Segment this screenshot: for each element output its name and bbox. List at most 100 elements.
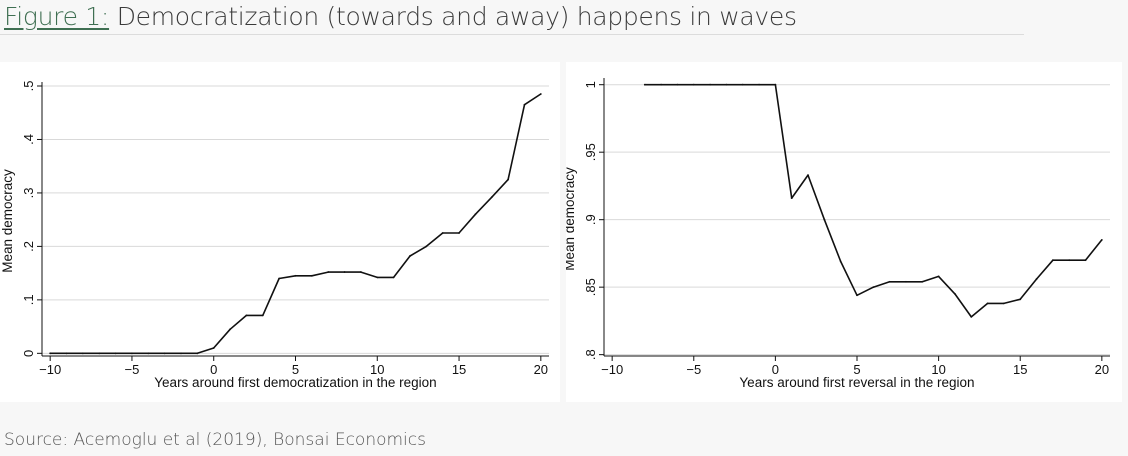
data-point: [360, 271, 362, 273]
data-point: [65, 352, 68, 355]
data-point: [523, 103, 526, 106]
data-point: [692, 83, 695, 86]
data-point: [954, 293, 956, 295]
x-tick-label: 0: [210, 362, 217, 377]
data-point: [327, 271, 330, 273]
data-point: [872, 286, 875, 289]
data-point: [196, 352, 199, 355]
democratization-chart: 0 .1 .2 .3 .4 .5 −10 −5 0 5 10 15 20 Years around fir…: [0, 81, 549, 390]
x-tick-label: 15: [1013, 362, 1027, 377]
source-note: Source: Acemoglu et al (2019), Bonsai Ec…: [4, 430, 426, 450]
data-point: [807, 174, 809, 177]
data-point: [1068, 259, 1071, 262]
y-tick-label: .3: [21, 188, 36, 199]
chart-panel-reversal: .8 .85 .9 .95 1 −10 −5 0 5 10 15 20 Years around fir…: [562, 62, 1122, 402]
y-tick-label: .85: [583, 278, 598, 296]
data-point: [1051, 259, 1054, 262]
figure-title-text: Democratization (towards and away) happe…: [116, 2, 797, 31]
data-point: [474, 213, 477, 216]
y-axis-label: Mean democracy: [566, 167, 577, 271]
data-point: [163, 352, 166, 355]
data-point: [790, 197, 793, 199]
x-tick-label: 20: [534, 362, 548, 377]
figure-title: Figure 1: Democratization (towards and a…: [4, 2, 797, 31]
y-tick-label: 1: [583, 81, 598, 88]
y-tick-label: .95: [583, 143, 598, 161]
data-point: [343, 271, 346, 273]
data-point: [245, 314, 248, 317]
data-point: [425, 245, 428, 248]
data-point: [458, 232, 460, 234]
data-point: [180, 352, 182, 355]
data-point: [212, 347, 215, 349]
y-tick-label: .2: [21, 241, 36, 252]
series-line: [644, 83, 1103, 318]
data-point: [81, 352, 84, 355]
y-tick-label: 0: [21, 350, 36, 357]
x-tick-label: 10: [931, 362, 945, 377]
data-point: [937, 275, 940, 278]
y-tick-label: .1: [21, 294, 36, 305]
data-point: [758, 83, 760, 86]
y-axis-label: Mean democracy: [0, 169, 15, 273]
x-tick-label: 20: [1095, 362, 1109, 377]
data-point: [98, 352, 101, 355]
data-point: [392, 276, 395, 279]
series-line: [50, 93, 542, 355]
data-point: [409, 255, 411, 257]
data-point: [774, 83, 777, 86]
data-point: [1084, 259, 1087, 262]
data-point: [229, 328, 231, 331]
x-tick-label: 0: [772, 362, 779, 377]
data-point: [725, 83, 728, 86]
x-tick-label: 5: [292, 362, 299, 377]
data-point: [441, 232, 444, 234]
x-tick-label: −10: [601, 362, 623, 377]
data-point: [1035, 278, 1038, 280]
reversal-chart: .8 .85 .9 .95 1 −10 −5 0 5 10 15 20 Years around fir…: [562, 78, 1110, 390]
title-divider: [0, 34, 1024, 35]
data-point: [114, 352, 117, 355]
data-point: [921, 280, 924, 283]
data-point: [709, 83, 711, 86]
data-point: [278, 277, 281, 280]
data-point: [1019, 298, 1022, 301]
data-point: [676, 83, 679, 86]
data-point: [856, 294, 858, 297]
data-point: [507, 178, 510, 181]
x-tick-label: −5: [125, 362, 140, 377]
x-tick-label: −5: [686, 362, 701, 377]
data-point: [986, 302, 989, 305]
data-point: [261, 314, 264, 317]
data-point: [970, 315, 973, 318]
y-tick-label: .4: [21, 134, 36, 145]
data-point: [376, 276, 379, 279]
figure-label: Figure 1:: [4, 2, 110, 31]
data-point: [839, 260, 842, 263]
data-point: [905, 280, 907, 283]
x-tick-label: 5: [853, 362, 860, 377]
data-point: [147, 352, 150, 355]
data-point: [1100, 239, 1103, 241]
data-point: [490, 196, 493, 199]
data-point: [741, 83, 744, 86]
chart-panel-democratization: 0 .1 .2 .3 .4 .5 −10 −5 0 5 10 15 20 Years around fir…: [0, 62, 560, 402]
x-axis-label: Years around first reversal in the regio…: [739, 375, 974, 390]
data-point: [49, 352, 52, 355]
data-point: [643, 83, 646, 86]
x-tick-label: 15: [452, 362, 466, 377]
y-tick-label: .9: [583, 214, 598, 225]
x-tick-label: −10: [39, 362, 61, 377]
data-point: [539, 93, 542, 95]
x-axis-label: Years around first democratization in th…: [154, 375, 436, 390]
data-point: [294, 274, 297, 277]
data-point: [660, 83, 663, 86]
x-tick-label: 10: [370, 362, 384, 377]
y-tick-label: .8: [583, 349, 598, 360]
data-point: [310, 274, 313, 277]
data-point: [1003, 302, 1005, 305]
data-point: [888, 280, 891, 283]
y-tick-label: .5: [21, 81, 36, 92]
data-point: [823, 218, 826, 221]
data-point: [131, 352, 133, 355]
